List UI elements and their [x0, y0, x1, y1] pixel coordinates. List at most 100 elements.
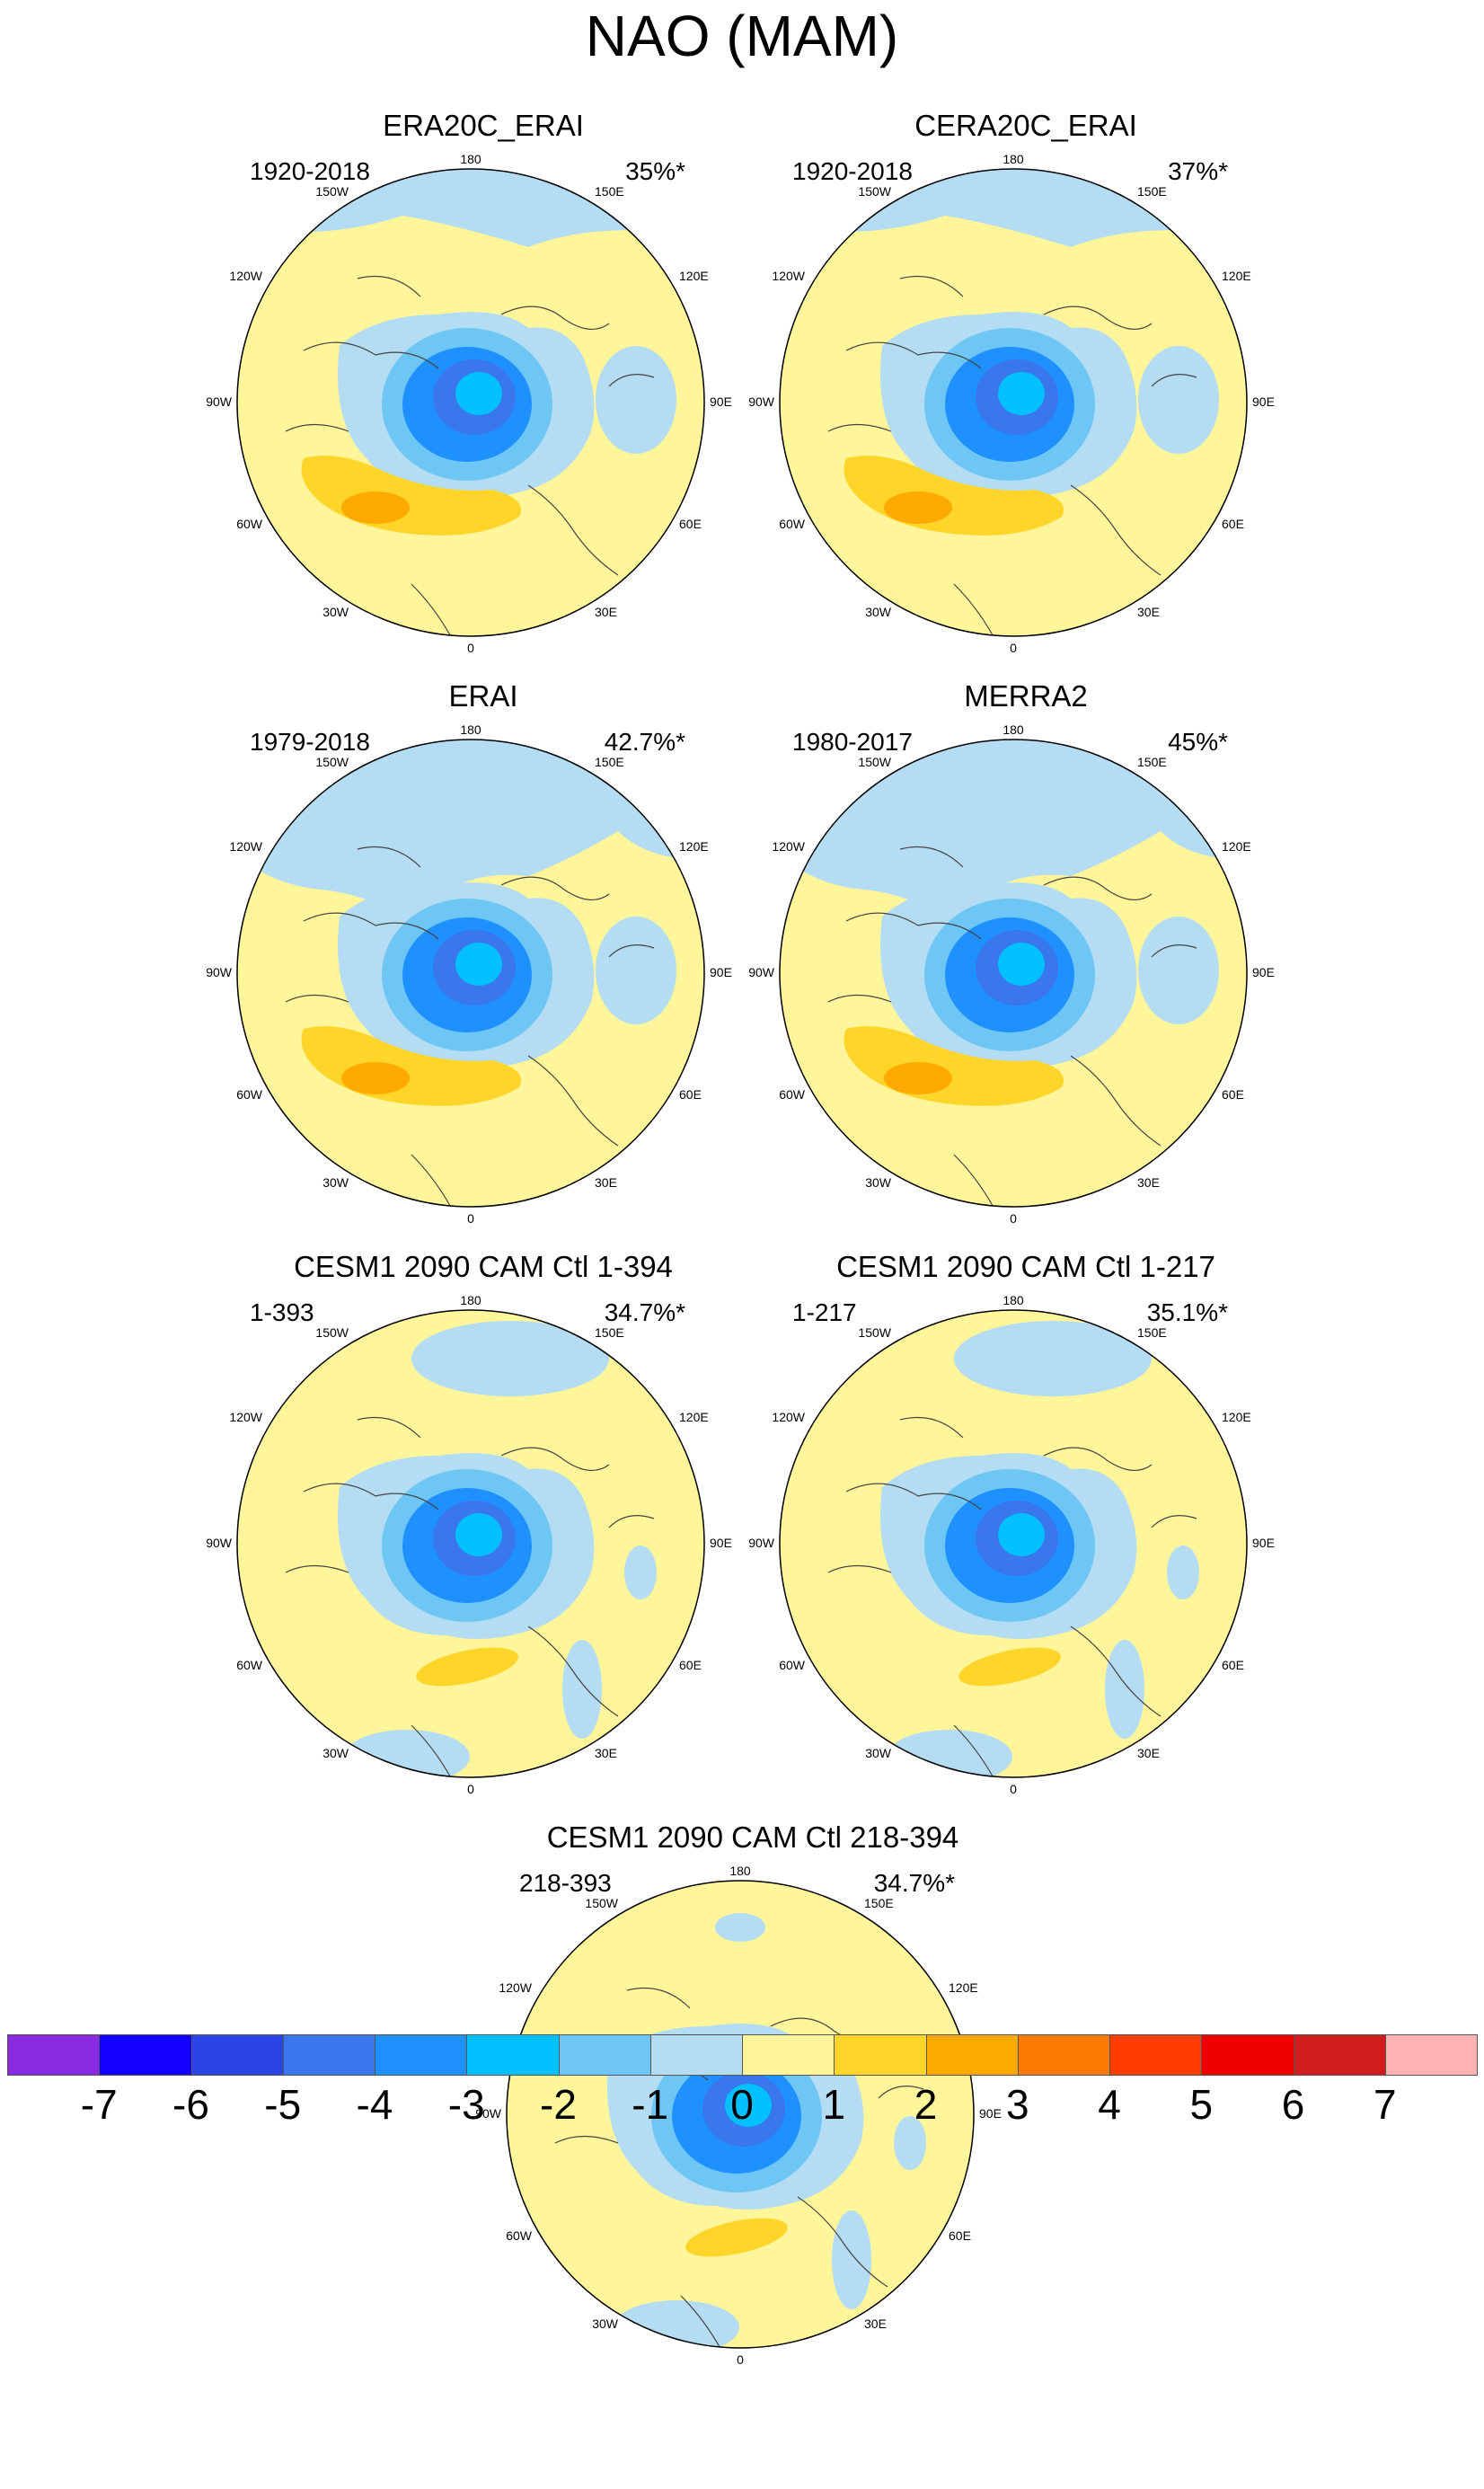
- longitude-label-top: 180: [460, 152, 481, 166]
- longitude-label-p60e: 60E: [1222, 1658, 1244, 1672]
- panel-variance: 34.7%*: [873, 1869, 955, 1897]
- longitude-label-p150w: 150W: [858, 755, 891, 769]
- panel-years: 1920-2018: [792, 157, 913, 185]
- map-field: [780, 169, 1247, 636]
- colorbar-box: [742, 2034, 835, 2076]
- longitude-label-top: 180: [729, 1864, 751, 1878]
- longitude-label-p90e: 90E: [1252, 394, 1275, 409]
- longitude-label-p30w: 30W: [322, 1175, 349, 1190]
- colorbar-tick-label: -5: [264, 2081, 302, 2128]
- longitude-label-p30e: 30E: [1137, 605, 1160, 619]
- longitude-label-p30w: 30W: [865, 1746, 892, 1760]
- panel-title: ERAI: [448, 679, 518, 713]
- colorbar-tick-label: 3: [1005, 2081, 1029, 2128]
- colorbar-box: [1384, 2034, 1478, 2076]
- longitude-label-p60w: 60W: [779, 1658, 806, 1672]
- polar-map: 180 150W 150E 120W 120E 90W 90E 60W 60E 30W 30E 0: [206, 722, 732, 1226]
- colorbar-box: [925, 2034, 1019, 2076]
- longitude-label-p60w: 60W: [236, 1658, 263, 1672]
- map-border: [779, 1309, 1248, 1778]
- polar-map: 180 150W 150E 120W 120E 90W 90E 60W 60E 30W 30E 0: [206, 152, 732, 655]
- panel-title: CESM1 2090 CAM Ctl 1-217: [836, 1250, 1215, 1283]
- colorbar-tick-label: 0: [730, 2081, 754, 2128]
- longitude-label-p150e: 150E: [1137, 184, 1167, 199]
- colorbar-box: [99, 2034, 192, 2076]
- map-border: [236, 1309, 705, 1778]
- colorbar-tick-label: -2: [540, 2081, 577, 2128]
- colorbar-tick-label: -7: [80, 2081, 118, 2128]
- longitude-label-p30w: 30W: [592, 2316, 619, 2331]
- colorbar-box: [1293, 2034, 1386, 2076]
- panel-years: 1-393: [250, 1298, 314, 1326]
- colorbar-tick-label: -6: [172, 2081, 209, 2128]
- colorbar-box: [466, 2034, 560, 2076]
- longitude-label-p120w: 120W: [229, 839, 262, 854]
- panel-title: CESM1 2090 CAM Ctl 1-394: [294, 1250, 673, 1283]
- longitude-label-p60w: 60W: [236, 1087, 263, 1102]
- longitude-label-p90e: 90E: [710, 965, 732, 979]
- longitude-label-p30w: 30W: [322, 1746, 349, 1760]
- longitude-label-p60e: 60E: [1222, 517, 1244, 531]
- colorbar-box: [649, 2034, 743, 2076]
- longitude-label-p60w: 60W: [779, 517, 806, 531]
- longitude-label-p120w: 120W: [772, 1410, 805, 1424]
- map-panel-1: ERA20C_ERAI 1920-2018 35%* 180 150W 150E 120W 1…: [206, 108, 735, 665]
- longitude-label-p30e: 30E: [864, 2316, 887, 2331]
- longitude-label-bottom: 0: [467, 1782, 474, 1796]
- polar-map: 180 150W 150E 120W 120E 90W 90E 60W 60E 30W 30E 0: [748, 1293, 1275, 1796]
- longitude-label-p30w: 30W: [865, 1175, 892, 1190]
- map-panel-2: CERA20C_ERAI 1920-2018 37%* 180 150W 150E 120W…: [748, 108, 1277, 665]
- panel-years: 218-393: [519, 1869, 612, 1897]
- map-field: [237, 1310, 704, 1777]
- map-field: [780, 1310, 1247, 1777]
- map-panel-6: CESM1 2090 CAM Ctl 1-217 1-217 35.1%* 180 15…: [748, 1249, 1277, 1806]
- longitude-label-p60e: 60E: [679, 517, 702, 531]
- panel-years: 1979-2018: [250, 728, 370, 756]
- longitude-label-p60w: 60W: [779, 1087, 806, 1102]
- colorbar-box: [7, 2034, 101, 2076]
- panel-variance: 37%*: [1168, 157, 1228, 185]
- longitude-label-p120w: 120W: [229, 269, 262, 283]
- map-field: [237, 740, 704, 1207]
- longitude-label-top: 180: [460, 1293, 481, 1307]
- panel-variance: 45%*: [1168, 728, 1228, 756]
- colorbar-tick-label: 5: [1189, 2081, 1214, 2128]
- longitude-label-p60w: 60W: [506, 2228, 533, 2243]
- longitude-label-bottom: 0: [1010, 641, 1017, 655]
- longitude-label-p60e: 60E: [949, 2228, 971, 2243]
- panel-years: 1920-2018: [250, 157, 370, 185]
- longitude-label-p150e: 150E: [595, 1325, 624, 1340]
- longitude-label-p120w: 120W: [772, 839, 805, 854]
- longitude-label-p90w: 90W: [475, 2106, 502, 2121]
- longitude-label-p120w: 120W: [229, 1410, 262, 1424]
- main-title: NAO (MAM): [585, 4, 899, 68]
- longitude-label-p150e: 150E: [864, 1896, 894, 1910]
- colorbar-box: [1109, 2034, 1203, 2076]
- colorbar-tick-label: 6: [1281, 2081, 1305, 2128]
- polar-map: 180 150W 150E 120W 120E 90W 90E 60W 60E 30W 30E 0: [748, 152, 1275, 655]
- longitude-label-p30e: 30E: [1137, 1175, 1160, 1190]
- colorbar: [7, 2034, 1478, 2077]
- map-border: [779, 168, 1248, 637]
- panel-years: 1980-2017: [792, 728, 913, 756]
- longitude-label-top: 180: [1003, 1293, 1024, 1307]
- longitude-label-p120e: 120E: [1222, 269, 1251, 283]
- colorbar-box: [190, 2034, 284, 2076]
- longitude-label-p90w: 90W: [206, 965, 233, 979]
- longitude-label-p120e: 120E: [679, 1410, 709, 1424]
- longitude-label-p90e: 90E: [710, 1536, 732, 1550]
- panel-title: MERRA2: [964, 679, 1088, 713]
- longitude-label-p90w: 90W: [206, 1536, 233, 1550]
- longitude-label-p150w: 150W: [315, 1325, 349, 1340]
- panel-variance: 34.7%*: [604, 1298, 685, 1326]
- colorbar-tick-label: 1: [822, 2081, 846, 2128]
- map-panel-3: ERAI 1979-2018 42.7%* 180 150W 150E 120W 120E 90…: [206, 678, 735, 1236]
- longitude-label-p150w: 150W: [315, 184, 349, 199]
- longitude-label-p150e: 150E: [1137, 755, 1167, 769]
- longitude-label-p150e: 150E: [595, 755, 624, 769]
- colorbar-box: [282, 2034, 375, 2076]
- colorbar-box: [834, 2034, 927, 2076]
- longitude-label-p150w: 150W: [315, 755, 349, 769]
- longitude-label-p150e: 150E: [595, 184, 624, 199]
- longitude-label-bottom: 0: [467, 641, 474, 655]
